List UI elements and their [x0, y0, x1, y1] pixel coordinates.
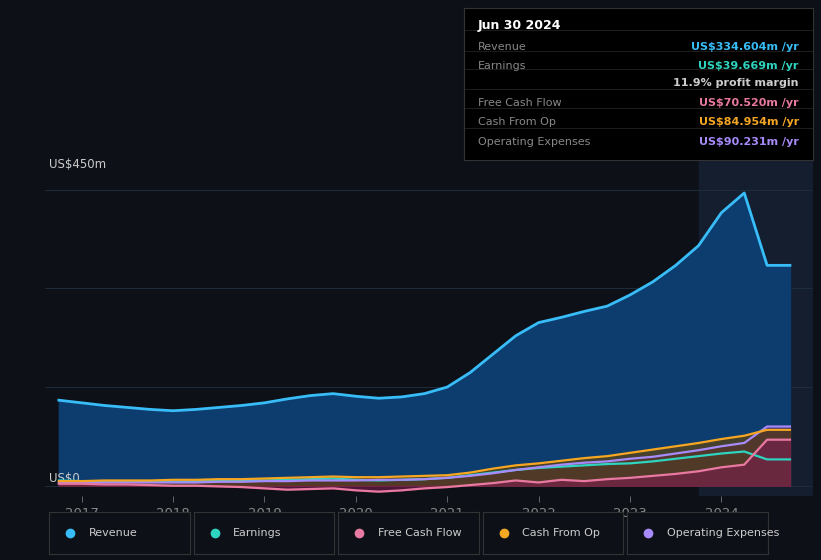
Text: US$70.520m /yr: US$70.520m /yr [699, 97, 799, 108]
Text: Cash From Op: Cash From Op [478, 117, 556, 127]
Text: Operating Expenses: Operating Expenses [478, 137, 590, 147]
Text: US$84.954m /yr: US$84.954m /yr [699, 117, 799, 127]
Text: US$334.604m /yr: US$334.604m /yr [691, 41, 799, 52]
Text: Operating Expenses: Operating Expenses [667, 529, 779, 538]
Text: US$450m: US$450m [49, 158, 106, 171]
Text: Cash From Op: Cash From Op [522, 529, 600, 538]
Text: Revenue: Revenue [89, 529, 137, 538]
Text: Earnings: Earnings [233, 529, 282, 538]
Text: Jun 30 2024: Jun 30 2024 [478, 19, 562, 32]
Text: US$90.231m /yr: US$90.231m /yr [699, 137, 799, 147]
Text: US$39.669m /yr: US$39.669m /yr [699, 62, 799, 71]
Text: US$0: US$0 [49, 473, 80, 486]
Text: Revenue: Revenue [478, 41, 526, 52]
Text: Earnings: Earnings [478, 62, 526, 71]
Text: Free Cash Flow: Free Cash Flow [378, 529, 461, 538]
Bar [699, 157, 813, 496]
Text: Free Cash Flow: Free Cash Flow [478, 97, 562, 108]
Text: 11.9% profit margin: 11.9% profit margin [673, 78, 799, 88]
